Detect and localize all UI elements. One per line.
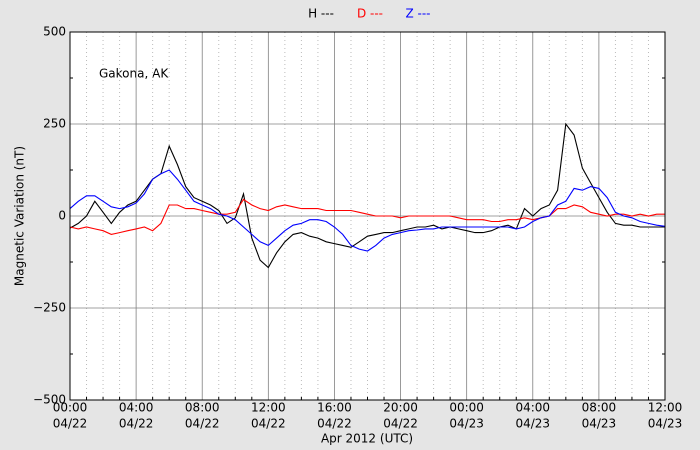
legend-label: Z --- — [405, 7, 430, 21]
legend-label: H --- — [308, 7, 334, 21]
y-tick-label: 500 — [43, 25, 66, 39]
series-line — [69, 169, 666, 252]
x-tick-label: 04:00 — [515, 401, 550, 415]
x-tick-label: 00:00 — [53, 401, 88, 415]
y-tick-label: 250 — [43, 117, 66, 131]
x-tick-label: 00:00 — [449, 401, 484, 415]
x-tick-label: 04/23 — [648, 417, 683, 431]
x-tick-label: 04/22 — [185, 417, 220, 431]
y-tick-label: −500 — [33, 393, 66, 407]
y-axis-title: Magnetic Variation (nT) — [13, 146, 27, 286]
x-tick-label: 20:00 — [383, 401, 418, 415]
x-tick-label: 12:00 — [648, 401, 683, 415]
x-tick-label: 16:00 — [317, 401, 352, 415]
x-tick-label: 12:00 — [251, 401, 286, 415]
x-tick-label: 04/23 — [515, 417, 550, 431]
x-tick-label: 08:00 — [582, 401, 617, 415]
lines — [69, 122, 666, 269]
plot-frame — [69, 31, 666, 401]
x-tick-label: 04/23 — [449, 417, 484, 431]
series-line — [69, 122, 665, 269]
legend-label: D --- — [357, 7, 383, 21]
x-tick-label: 08:00 — [185, 401, 220, 415]
series-line — [69, 198, 665, 235]
x-tick-label: 04/22 — [317, 417, 352, 431]
y-tick-label: −250 — [33, 301, 66, 315]
x-axis-title: Apr 2012 (UTC) — [321, 432, 413, 446]
x-tick-label: 04/22 — [383, 417, 418, 431]
annotation: Gakona, AK — [99, 67, 169, 81]
x-tick-label: 04:00 — [119, 401, 154, 415]
x-tick-label: 04/22 — [119, 417, 154, 431]
x-tick-label: 04/22 — [251, 417, 286, 431]
x-tick-label: 04/23 — [582, 417, 617, 431]
x-tick-label: 04/22 — [53, 417, 88, 431]
y-tick-label: 0 — [58, 209, 66, 223]
